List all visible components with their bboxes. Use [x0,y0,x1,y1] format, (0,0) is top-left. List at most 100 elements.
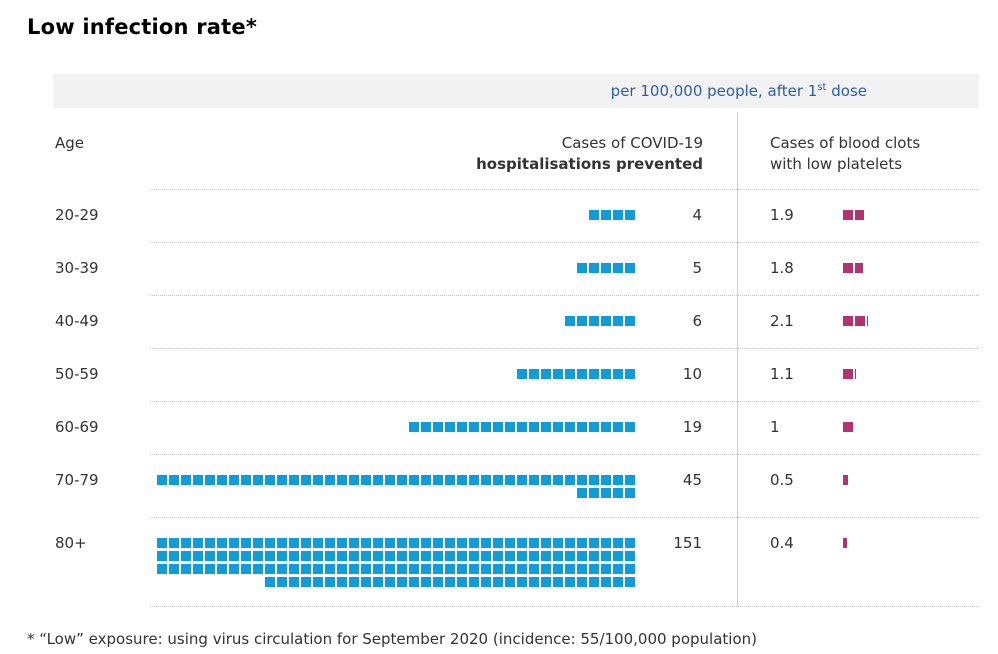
hospitalisation-square [565,422,575,432]
hospitalisations-squares [157,538,635,587]
table-row: 70-79 45 0.5 [55,455,979,518]
clots-squares [843,538,847,548]
hospitalisation-square [361,577,371,587]
hospitalisation-square [349,475,359,485]
hospitalisation-square [613,475,623,485]
clot-square-partial [843,538,847,548]
hospitalisation-square [205,564,215,574]
hospitalisation-square [469,577,479,587]
hospitalisation-square [577,488,587,498]
table-row: 40-49 6 2.1 [55,296,979,349]
hospitalisations-value: 45 [682,471,702,489]
hospitalisation-square [313,551,323,561]
hospitalisation-square [205,538,215,548]
hospitalisation-square [325,538,335,548]
hospitalisation-square [373,475,383,485]
hospitalisation-square [529,475,539,485]
hospitalisation-square [361,538,371,548]
hospitalisation-square [373,577,383,587]
hospitalisation-square [409,551,419,561]
hospitalisation-square [565,564,575,574]
clots-squares [843,210,864,220]
hospitalisation-square [517,369,527,379]
hospitalisation-square [601,488,611,498]
hospitalisation-square [625,538,635,548]
hospitalisation-square [409,475,419,485]
hospitalisation-square [241,538,251,548]
hospitalisation-square [181,551,191,561]
hospitalisation-square [265,475,275,485]
hospitalisation-square [541,538,551,548]
hospitalisation-square [289,577,299,587]
hospitalisation-square [337,577,347,587]
clots-column-header: Cases of blood clots with low platelets [770,133,979,175]
hospitalisation-square [601,564,611,574]
hospitalisation-square [601,538,611,548]
hospitalisation-square [613,551,623,561]
hospitalisation-square [421,564,431,574]
hospitalisation-square [505,475,515,485]
hospitalisation-square [337,551,347,561]
hospitalisation-square [541,475,551,485]
clots-value: 1 [770,418,780,436]
clots-value: 0.4 [770,534,794,552]
hospitalisation-square [265,564,275,574]
hospitalisation-square [313,577,323,587]
hospitalisation-square [409,564,419,574]
unit-banner-text: per 100,000 people, after 1 [610,82,818,100]
hospitalisation-square [373,538,383,548]
hospitalisation-square [169,564,179,574]
hospitalisation-square [469,551,479,561]
hospitalisation-square [577,475,587,485]
hospitalisation-square [217,538,227,548]
hospitalisation-square [613,316,623,326]
hospitalisation-square [421,422,431,432]
clots-value: 1.1 [770,365,794,383]
hospitalisation-square [517,475,527,485]
hospitalisation-square [505,551,515,561]
hospitalisation-square [553,475,563,485]
hospitalisation-square [409,577,419,587]
hospitalisation-square [433,551,443,561]
hospitalisation-square [229,564,239,574]
hospitalisation-square [553,422,563,432]
table-row: 30-39 5 1.8 [55,243,979,296]
hospitalisations-column-header: Cases of COVID-19 hospitalisations preve… [157,133,703,175]
clots-squares [843,369,856,379]
hospitalisation-square [613,538,623,548]
hospitalisation-square [601,577,611,587]
hospitalisations-squares [157,316,635,326]
hospitalisation-square [385,551,395,561]
hospitalisation-square [589,564,599,574]
hospitalisation-square [217,551,227,561]
hospitalisation-square [589,263,599,273]
hospitalisation-square [589,210,599,220]
hospitalisation-square [301,577,311,587]
hospitalisation-square [541,422,551,432]
hospitalisation-square [433,577,443,587]
hospitalisation-square [301,551,311,561]
hospitalisation-square [577,577,587,587]
age-label: 20-29 [55,206,99,224]
hospitalisation-square [445,564,455,574]
hospitalisation-square [169,475,179,485]
age-label: 80+ [55,534,87,552]
hospitalisation-square [277,551,287,561]
hospitalisation-square [553,538,563,548]
hospitalisation-square [601,210,611,220]
unit-banner: per 100,000 people, after 1st dose [53,74,979,108]
age-label: 30-39 [55,259,99,277]
hospitalisation-square [445,551,455,561]
column-divider [737,112,738,607]
hospitalisation-square [505,577,515,587]
hospitalisation-square [625,551,635,561]
clot-square [843,316,853,326]
clot-square [843,263,853,273]
hospitalisation-square [433,422,443,432]
hospitalisation-square [445,422,455,432]
hospitalisation-square [469,564,479,574]
hospitalisation-square [217,475,227,485]
hospitalisation-square [409,538,419,548]
hospitalisation-square [625,577,635,587]
